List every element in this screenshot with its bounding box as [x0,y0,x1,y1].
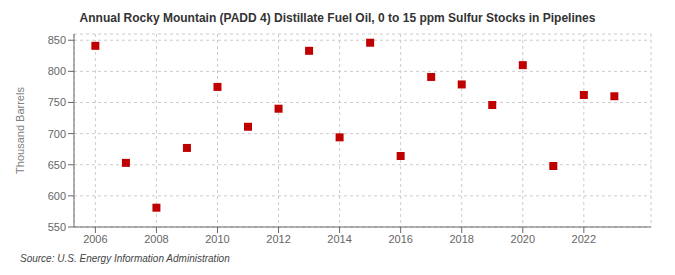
html-text:Source: U.S. Energy Informatio: Source: U.S. Energy Information Administ… [20,253,230,264]
svg-text:2010: 2010 [205,233,229,245]
svg-text:2016: 2016 [388,233,412,245]
svg-text:800: 800 [48,65,66,77]
svg-text:2012: 2012 [266,233,290,245]
html-text:Annual Rocky Mountain (PADD 4): Annual Rocky Mountain (PADD 4) Distillat… [79,11,596,25]
svg-text:2008: 2008 [144,233,168,245]
svg-text:Thousand Barrels: Thousand Barrels [14,87,26,174]
svg-text:850: 850 [48,34,66,46]
svg-text:650: 650 [48,159,66,171]
svg-text:2018: 2018 [449,233,473,245]
svg-text:750: 750 [48,96,66,108]
svg-text:2006: 2006 [83,233,107,245]
svg-text:700: 700 [48,128,66,140]
svg-text:2014: 2014 [327,233,351,245]
svg-text:600: 600 [48,190,66,202]
svg-text:2022: 2022 [572,233,596,245]
svg-text:550: 550 [48,221,66,233]
svg-text:2020: 2020 [511,233,535,245]
